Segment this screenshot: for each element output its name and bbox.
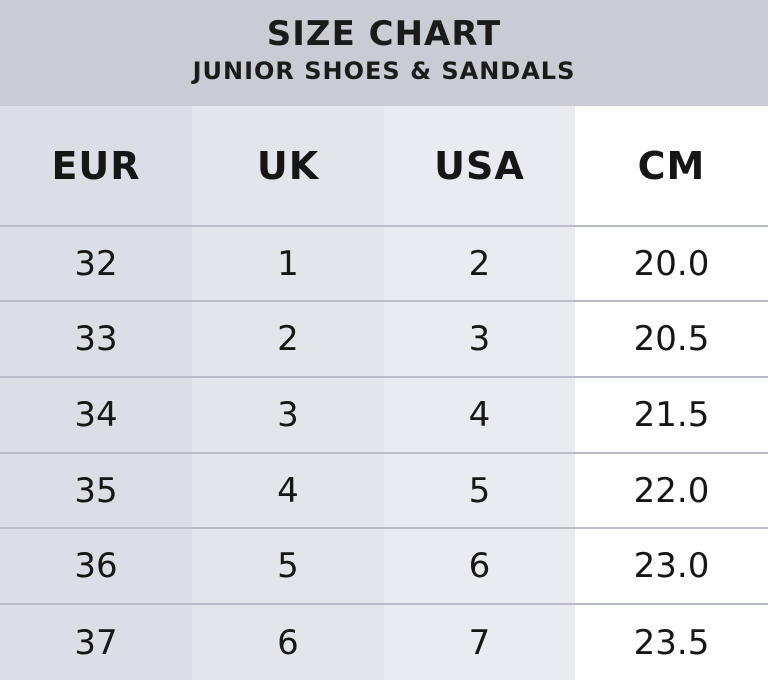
cell-usa: 6: [468, 546, 491, 586]
row-divider: [0, 603, 768, 605]
row-divider: [0, 452, 768, 454]
cell-usa: 2: [468, 243, 491, 284]
cell-usa: 7: [468, 622, 491, 663]
row-divider: [0, 527, 768, 529]
cell-cm: 21.5: [633, 395, 710, 435]
cell-usa: 5: [468, 470, 491, 511]
title-bar: SIZE CHART JUNIOR SHOES & SANDALS: [0, 0, 768, 106]
column-background-cm: [575, 106, 768, 680]
cell-usa: 3: [468, 319, 491, 359]
cell-cm: 20.0: [633, 243, 710, 284]
column-header-usa: USA: [434, 144, 525, 188]
cell-usa: 4: [468, 395, 491, 435]
table-row: 37 6 7 23.5: [0, 605, 768, 680]
column-background-uk: [192, 106, 384, 680]
column-header-eur: EUR: [51, 144, 141, 188]
cell-eur: 33: [74, 319, 118, 359]
cell-eur: 32: [74, 243, 118, 284]
table-row: 34 3 4 21.5: [0, 378, 768, 452]
cell-cm: 22.0: [633, 470, 710, 511]
cell-uk: 6: [277, 622, 299, 663]
cell-uk: 3: [277, 395, 299, 435]
cell-cm: 23.0: [633, 546, 710, 586]
cell-uk: 5: [277, 546, 299, 586]
row-divider: [0, 376, 768, 378]
cell-eur: 35: [74, 470, 118, 511]
row-divider: [0, 300, 768, 302]
cell-uk: 4: [277, 470, 299, 511]
column-background-eur: [0, 106, 192, 680]
chart-title: SIZE CHART: [266, 14, 502, 54]
cell-eur: 34: [74, 395, 118, 435]
table-header-row: EUR UK USA CM: [0, 106, 768, 226]
cell-uk: 2: [277, 319, 299, 359]
cell-cm: 23.5: [633, 622, 710, 663]
chart-subtitle: JUNIOR SHOES & SANDALS: [192, 57, 576, 85]
column-header-uk: UK: [256, 144, 320, 188]
cell-eur: 37: [74, 622, 118, 663]
column-background-usa: [384, 106, 575, 680]
table-row: 33 2 3 20.5: [0, 302, 768, 376]
table-row: 36 5 6 23.0: [0, 529, 768, 603]
cell-uk: 1: [277, 243, 299, 284]
table-row: 32 1 2 20.0: [0, 227, 768, 300]
column-header-cm: CM: [637, 144, 706, 188]
cell-cm: 20.5: [633, 319, 710, 359]
cell-eur: 36: [74, 546, 118, 586]
row-divider: [0, 225, 768, 227]
table-row: 35 4 5 22.0: [0, 454, 768, 527]
